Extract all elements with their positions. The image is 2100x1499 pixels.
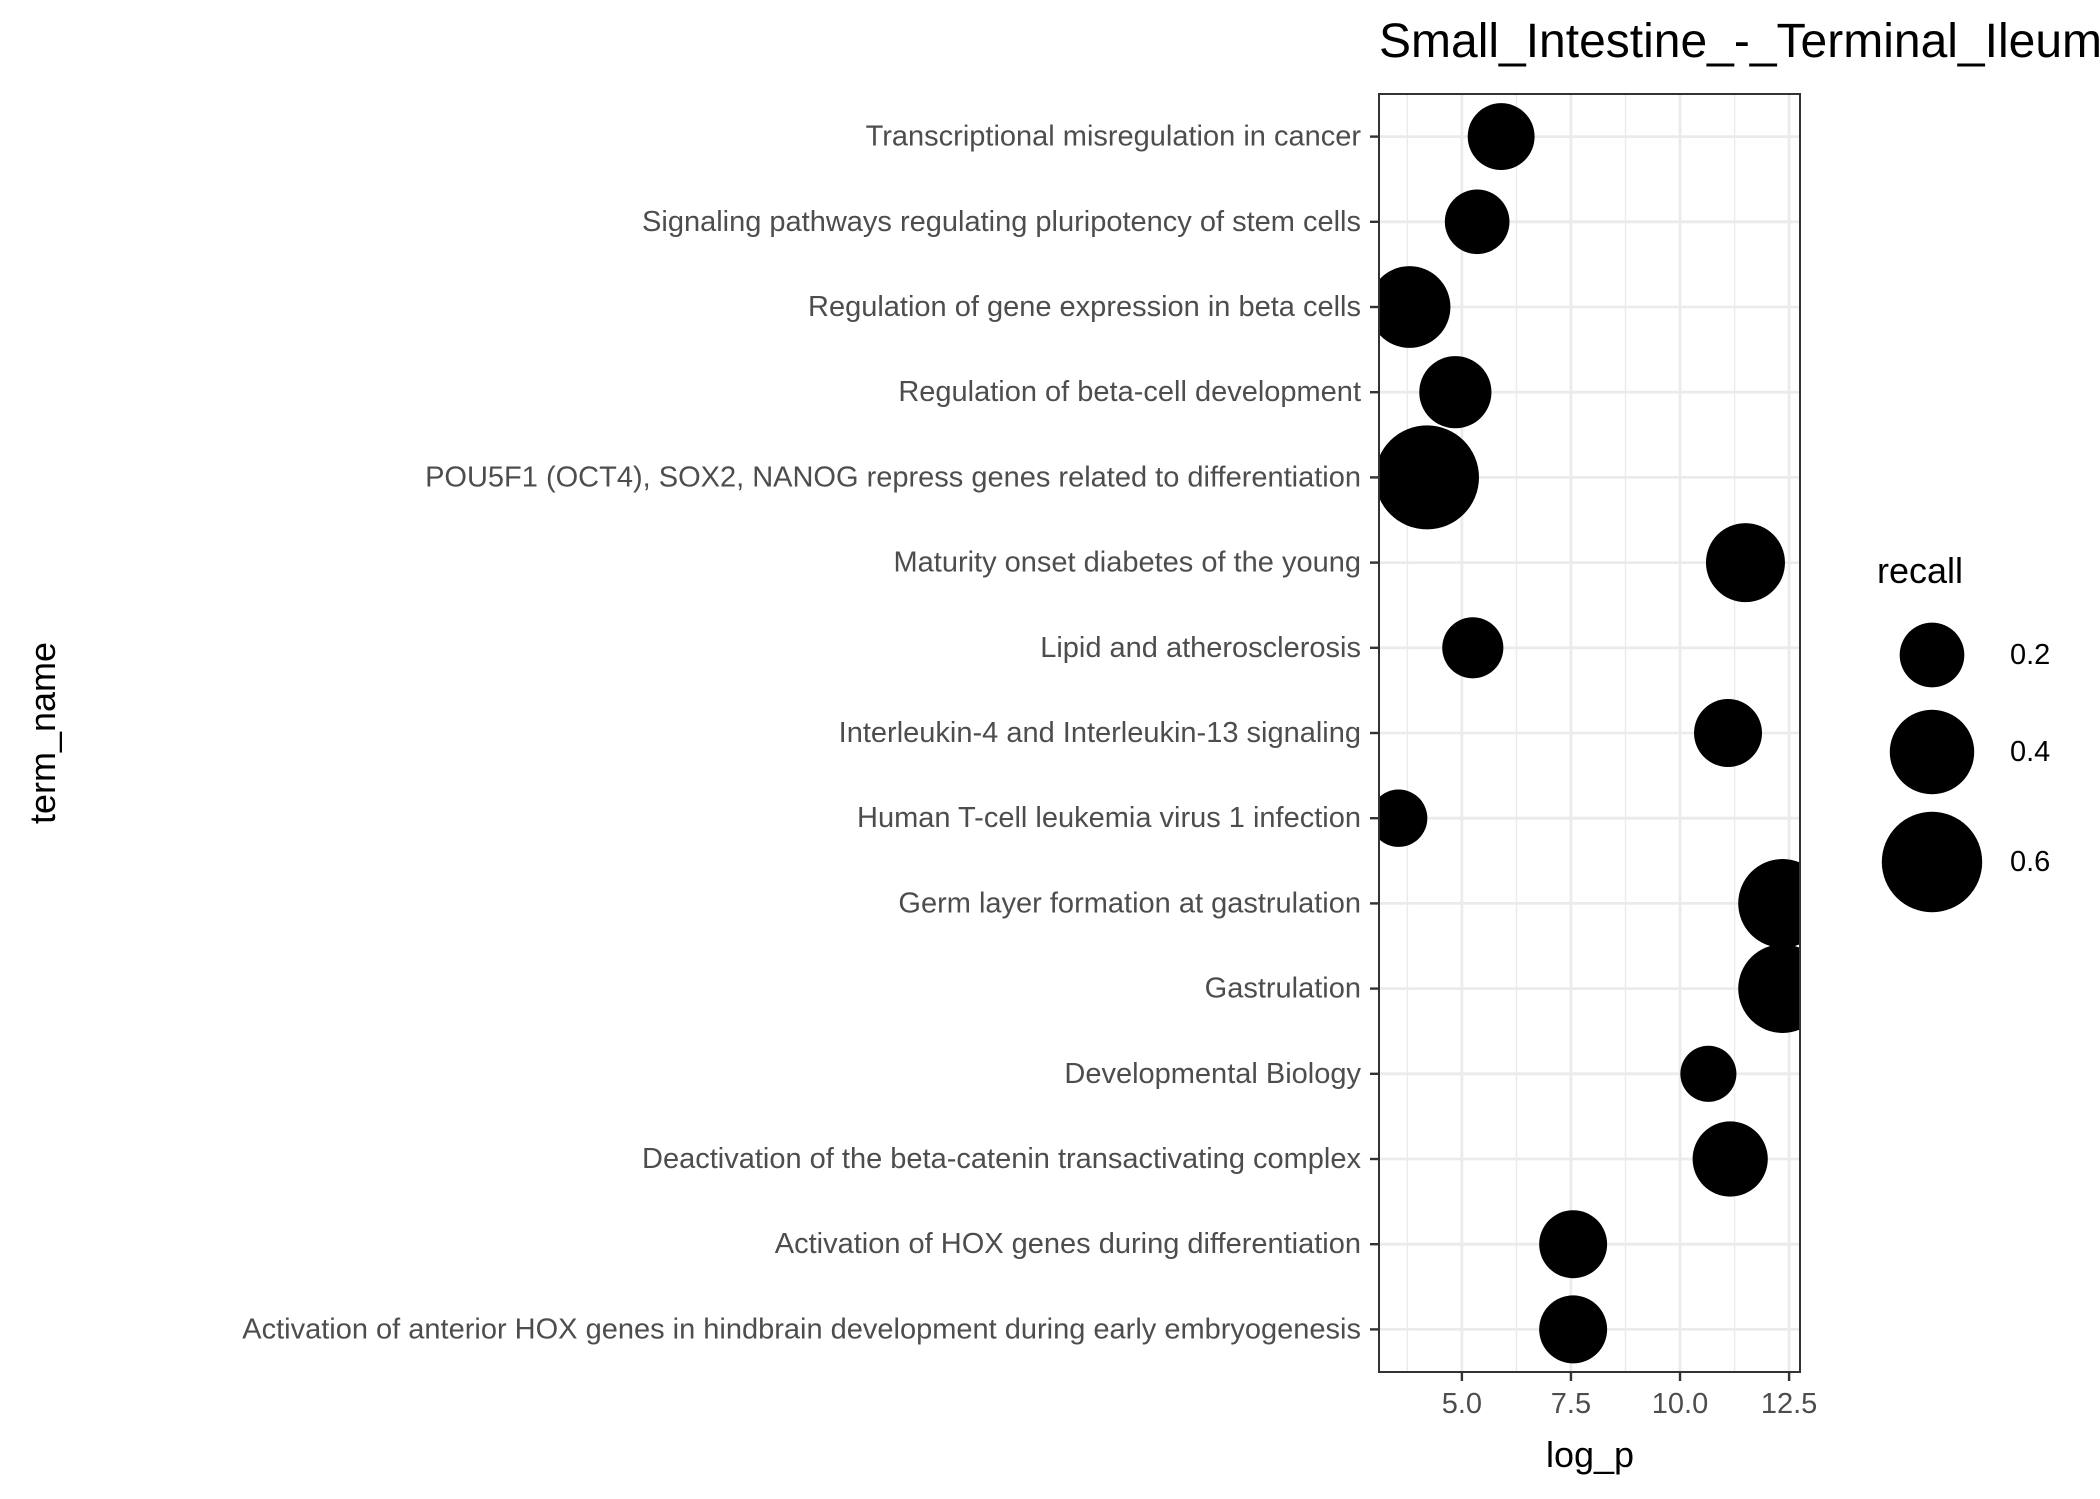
y-tick-label: Regulation of beta-cell development — [898, 376, 1361, 408]
data-point — [1692, 1121, 1768, 1197]
y-tick-label: Activation of anterior HOX genes in hind… — [242, 1313, 1361, 1345]
y-tick-label: POU5F1 (OCT4), SOX2, NANOG repress genes… — [425, 461, 1361, 493]
data-point — [1738, 944, 1800, 1033]
x-tick-label: 10.0 — [1652, 1388, 1708, 1420]
y-tick-label: Germ layer formation at gastrulation — [898, 887, 1361, 919]
y-tick-label: Gastrulation — [1205, 973, 1361, 1005]
x-axis: 5.0 7.5 10.0 12.5 — [1442, 1372, 1817, 1420]
data-point — [1419, 356, 1492, 429]
y-tick-label: Signaling pathways regulating pluripoten… — [642, 206, 1361, 238]
x-tick-label: 7.5 — [1551, 1388, 1591, 1420]
data-point — [1444, 189, 1510, 255]
data-point — [1738, 859, 1800, 948]
x-axis-title: log_p — [1546, 1434, 1634, 1475]
data-points — [1379, 103, 1800, 1364]
legend-key-circle — [1881, 811, 1983, 913]
y-tick-label: Lipid and atherosclerosis — [1040, 632, 1361, 664]
legend-label: 0.2 — [2010, 639, 2050, 671]
y-tick-label: Activation of HOX genes during different… — [775, 1228, 1361, 1260]
legend-key-circle — [1889, 709, 1975, 795]
data-point — [1442, 617, 1504, 679]
y-tick-label: Human T-cell leukemia virus 1 infection — [857, 802, 1361, 834]
data-point — [1705, 523, 1785, 603]
x-tick-label: 12.5 — [1761, 1388, 1817, 1420]
y-tick-label: Deactivation of the beta-catenin transac… — [642, 1143, 1361, 1175]
y-tick-label: Interleukin-4 and Interleukin-13 signali… — [839, 717, 1361, 749]
legend-key-circle — [1899, 622, 1965, 688]
data-point — [1680, 1045, 1737, 1102]
legend-label: 0.6 — [2010, 846, 2050, 878]
legend-label: 0.4 — [2010, 736, 2050, 768]
size-legend: recall 0.2 0.4 0.6 — [1877, 550, 2050, 913]
data-point — [1379, 425, 1479, 530]
y-tick-label: Maturity onset diabetes of the young — [893, 547, 1361, 579]
y-axis-title: term_name — [22, 642, 63, 824]
data-point — [1694, 699, 1763, 767]
x-tick-label: 5.0 — [1442, 1388, 1482, 1420]
chart-title: Small_Intestine_-_Terminal_Ileum — [1379, 15, 2100, 68]
y-tick-label: Transcriptional misregulation in cancer — [866, 121, 1362, 153]
legend-title: recall — [1877, 550, 1963, 591]
y-axis: Transcriptional misregulation in cancer S… — [242, 121, 1379, 1345]
data-point — [1467, 103, 1535, 171]
y-tick-label: Developmental Biology — [1064, 1058, 1361, 1090]
y-tick-label: Regulation of gene expression in beta ce… — [808, 291, 1361, 323]
data-point — [1379, 266, 1451, 348]
data-point — [1379, 789, 1428, 847]
data-point — [1539, 1295, 1608, 1364]
data-point — [1539, 1210, 1608, 1279]
